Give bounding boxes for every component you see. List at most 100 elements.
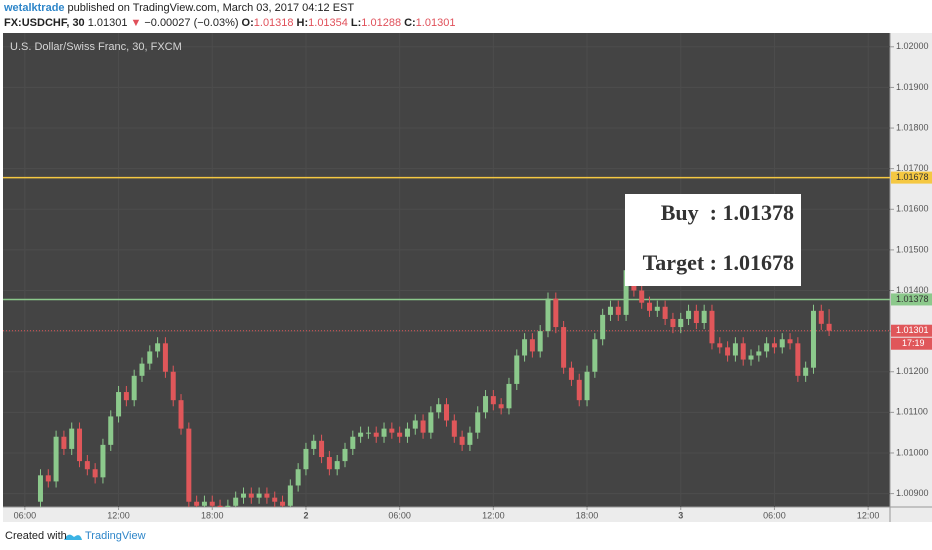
candle-body: [584, 371, 590, 401]
y-tick-label: 1.01800: [896, 122, 929, 132]
candle-body: [506, 383, 512, 409]
author[interactable]: wetalktrade: [4, 2, 65, 14]
header-line: FX:USDCHF, 30 1.01301 ▼ −0.00027 (−0.03%) O:…: [4, 17, 461, 29]
candle-body: [568, 367, 574, 380]
candle-body: [248, 493, 254, 498]
time-axis: [3, 507, 890, 522]
ohlc-label: L:: [350, 17, 362, 29]
ohlc-value: 1.01354: [308, 17, 348, 29]
candle-body: [334, 461, 340, 470]
candle-body: [662, 306, 668, 319]
candle-body: [615, 306, 621, 315]
candle-body: [280, 501, 286, 506]
candle-body: [358, 432, 364, 437]
candle-body: [709, 310, 715, 344]
y-tick-label: 1.01200: [896, 366, 929, 376]
candle-body: [170, 371, 176, 401]
ohlc: O:1.01318 H:1.01354 L:1.01288 C:1.01301: [242, 17, 459, 29]
candle-body: [37, 475, 43, 502]
candle-body: [810, 310, 816, 368]
candle-body: [732, 343, 738, 356]
candle-body: [514, 355, 520, 384]
x-tick-label: 3: [678, 510, 683, 520]
candle-body: [326, 457, 332, 470]
candle-body: [740, 343, 746, 360]
candle-body: [61, 436, 67, 449]
candle-body: [795, 343, 801, 376]
symbol: FX:USDCHF, 30: [4, 17, 85, 29]
header-line: wetalktrade published on TradingView.com,…: [4, 2, 357, 14]
candle-body: [381, 428, 387, 437]
candle-body: [287, 485, 293, 506]
candle-body: [529, 339, 535, 352]
x-tick-label: 06:00: [14, 510, 37, 520]
candle-body: [654, 306, 660, 311]
candle-body: [787, 339, 793, 344]
candle-body: [490, 396, 496, 405]
candle-body: [209, 501, 215, 506]
price-label-box: [891, 293, 932, 306]
candle-body: [404, 428, 410, 437]
price-label: 1.01378: [896, 294, 929, 304]
candle-body: [818, 310, 824, 324]
y-tick-label: 1.01400: [896, 285, 929, 295]
candle-body: [342, 448, 348, 462]
candle-body: [100, 444, 106, 478]
annotation-box: [625, 194, 801, 286]
candle-body: [272, 497, 278, 502]
candle-body: [108, 416, 114, 445]
ohlc-value: 1.01288: [361, 17, 402, 29]
candle-body: [373, 432, 379, 437]
footer-brand[interactable]: TradingView: [85, 530, 146, 542]
candle-body: [701, 310, 707, 324]
candle-body: [623, 270, 629, 315]
price-label-box: [891, 171, 932, 184]
candle-body: [225, 505, 231, 507]
ohlc-value: 1.01318: [253, 17, 294, 29]
published: published on TradingView.com, March 03, …: [67, 2, 355, 14]
y-tick-label: 1.01600: [896, 204, 929, 214]
x-tick-label: 18:00: [201, 510, 224, 520]
candle-body: [256, 493, 262, 498]
candle-body: [803, 367, 809, 376]
x-tick-label: 12:00: [107, 510, 130, 520]
candle-body: [77, 428, 83, 462]
candle-body: [545, 298, 551, 332]
candle-body: [717, 343, 723, 348]
candle-body: [397, 432, 403, 437]
change: −0.00027 (−0.03%): [144, 17, 239, 29]
candle-body: [576, 379, 582, 401]
y-tick-label: 1.01500: [896, 244, 929, 254]
candle-body: [311, 440, 317, 449]
candle-body: [779, 339, 785, 348]
candle-body: [600, 314, 606, 340]
candle-body: [459, 436, 465, 445]
candle-body: [139, 363, 145, 376]
candle-body: [686, 310, 692, 319]
candle-body: [670, 318, 676, 328]
candle-body: [725, 347, 731, 356]
candle-body: [123, 392, 129, 401]
y-tick-label: 1.00900: [896, 488, 929, 498]
candle-body: [756, 351, 762, 356]
ohlc-label: H:: [296, 17, 309, 29]
y-tick-label: 1.01000: [896, 447, 929, 457]
countdown: 17:19: [902, 338, 925, 348]
candle-body: [201, 501, 207, 506]
candle-body: [498, 404, 504, 409]
candle-body: [303, 448, 309, 470]
candle-body: [264, 493, 270, 498]
x-tick-label: 2: [303, 510, 308, 520]
candle-body: [537, 331, 543, 352]
candle-body: [475, 412, 481, 433]
price-axis: [890, 33, 932, 522]
candle-body: [764, 343, 770, 352]
candle-body: [194, 501, 200, 506]
last: 1.01301: [87, 17, 128, 29]
candle-body: [162, 343, 168, 372]
countdown-box: [891, 337, 932, 350]
candle-body: [389, 428, 395, 433]
candle-body: [155, 343, 161, 352]
y-tick-label: 1.01100: [896, 407, 928, 417]
